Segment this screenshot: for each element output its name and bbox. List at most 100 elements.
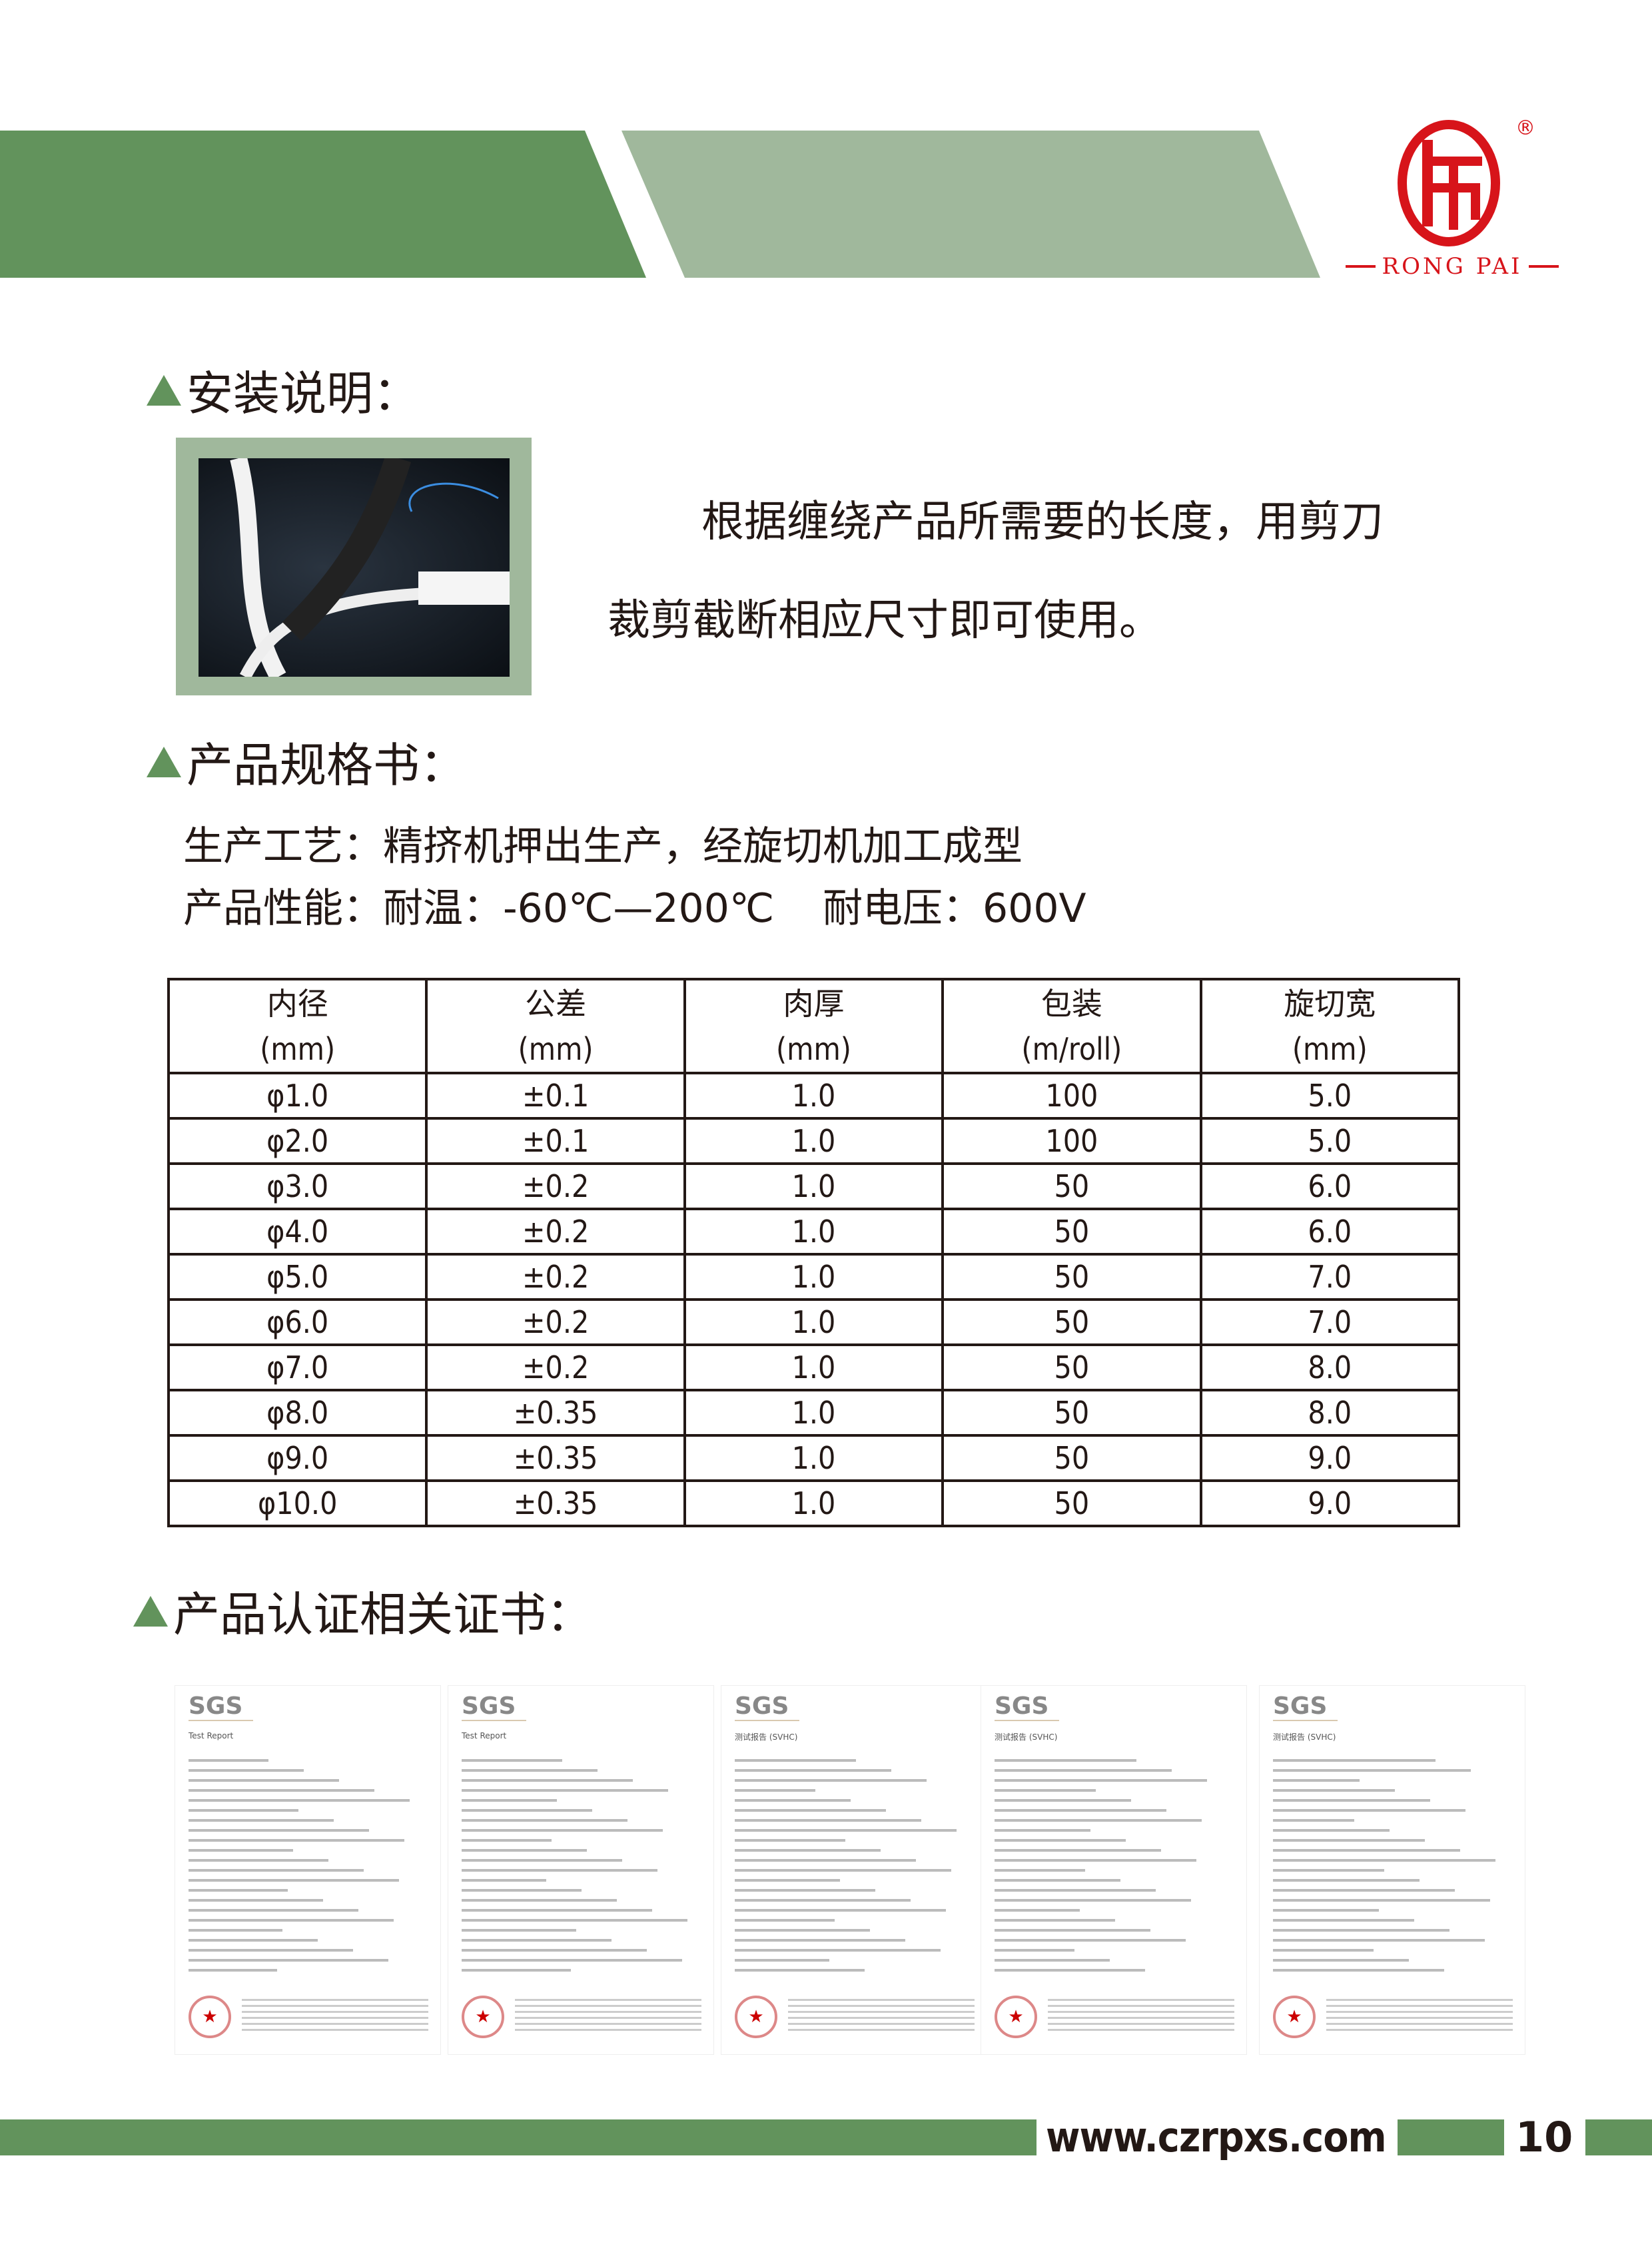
- certificate-title: 测试报告 (SVHC): [995, 1732, 1058, 1742]
- table-cell: ±0.2: [425, 1343, 686, 1391]
- table-cell: 1.0: [683, 1434, 945, 1482]
- table-row: φ10.0 ±0.35 1.0 50 9.0: [167, 1479, 1461, 1527]
- certificate-title: Test Report: [462, 1731, 507, 1740]
- column-header: 包装 (m/roll): [941, 978, 1202, 1074]
- table-cell: φ4.0: [167, 1208, 428, 1256]
- table-cell: 1.0: [683, 1343, 945, 1391]
- install-text-line2: 裁剪截断相应尺寸即可使用。: [608, 596, 1162, 645]
- registered-mark: ®: [1515, 117, 1535, 140]
- table-row: φ7.0 ±0.2 1.0 50 8.0: [167, 1343, 1461, 1391]
- table-cell: 5.0: [1199, 1117, 1461, 1165]
- install-section-title: 安装说明：: [147, 356, 420, 424]
- cert-section-title: 产品认证相关证书：: [133, 1577, 593, 1645]
- table-cell: 50: [941, 1298, 1202, 1346]
- table-cell: 50: [941, 1253, 1202, 1301]
- table-row: φ9.0 ±0.35 1.0 50 9.0: [167, 1434, 1461, 1482]
- triangle-icon: [147, 374, 181, 406]
- column-header: 肉厚 (mm): [683, 978, 945, 1074]
- table-cell: ±0.2: [425, 1162, 686, 1210]
- column-header: 公差 (mm): [425, 978, 686, 1074]
- table-cell: ±0.35: [425, 1479, 686, 1527]
- voltage-text: 耐电压：600V: [823, 885, 1086, 932]
- table-cell: 1.0: [683, 1117, 945, 1165]
- table-cell: 50: [941, 1389, 1202, 1437]
- category-banner: [0, 131, 646, 278]
- table-cell: φ10.0: [167, 1479, 428, 1527]
- category-title: 电子电气行业: [133, 38, 526, 109]
- table-cell: ±0.1: [425, 1072, 686, 1120]
- table-cell: 50: [941, 1162, 1202, 1210]
- table-cell: 100: [941, 1072, 1202, 1120]
- sgs-logo: SGS: [995, 1693, 1060, 1721]
- product-banner: [621, 131, 1320, 278]
- rongpai-logo: ®: [1386, 117, 1535, 250]
- table-cell: ±0.35: [425, 1434, 686, 1482]
- table-cell: 9.0: [1199, 1479, 1461, 1527]
- certificate-page[interactable]: SGS Test Report ★: [175, 1685, 441, 2055]
- table-cell: 1.0: [683, 1162, 945, 1210]
- sgs-logo: SGS: [1273, 1693, 1338, 1721]
- table-cell: ±0.2: [425, 1208, 686, 1256]
- table-row: φ6.0 ±0.2 1.0 50 7.0: [167, 1298, 1461, 1346]
- install-text-line1: 根据缠绕产品所需要的长度，用剪刀: [701, 498, 1384, 547]
- sgs-logo: SGS: [189, 1693, 254, 1721]
- table-cell: φ7.0: [167, 1343, 428, 1391]
- table-cell: 7.0: [1199, 1253, 1461, 1301]
- performance-text: 产品性能：耐温：-60℃—200℃: [183, 885, 775, 932]
- table-cell: 9.0: [1199, 1434, 1461, 1482]
- triangle-icon: [133, 1595, 168, 1627]
- table-cell: 5.0: [1199, 1072, 1461, 1120]
- table-row: φ5.0 ±0.2 1.0 50 7.0: [167, 1253, 1461, 1301]
- table-cell: 1.0: [683, 1072, 945, 1120]
- process-text: 生产工艺：精挤机押出生产，经旋切机加工成型: [183, 823, 1023, 870]
- spec-table: 内径 (mm) 公差 (mm) 肉厚 (mm) 包装 (m/roll) 旋切宽 (mm) φ1.0…: [167, 978, 1461, 1527]
- table-cell: φ9.0: [167, 1434, 428, 1482]
- certificate-page[interactable]: SGS Test Report ★: [448, 1685, 714, 2055]
- table-row: φ8.0 ±0.35 1.0 50 8.0: [167, 1389, 1461, 1437]
- stamp-icon: ★: [735, 1996, 777, 2038]
- sgs-logo: SGS: [735, 1693, 800, 1721]
- certificate-title: 测试报告 (SVHC): [1273, 1732, 1336, 1742]
- table-cell: φ8.0: [167, 1389, 428, 1437]
- table-row: φ4.0 ±0.2 1.0 50 6.0: [167, 1208, 1461, 1256]
- certificate-page[interactable]: SGS 测试报告 (SVHC) ★: [981, 1685, 1247, 2055]
- table-cell: 1.0: [683, 1479, 945, 1527]
- certificate-page[interactable]: SGS 测试报告 (SVHC) ★: [721, 1685, 987, 2055]
- table-cell: 8.0: [1199, 1389, 1461, 1437]
- table-row: φ2.0 ±0.1 1.0 100 5.0: [167, 1117, 1461, 1165]
- table-cell: 7.0: [1199, 1298, 1461, 1346]
- column-header: 旋切宽 (mm): [1199, 978, 1461, 1074]
- table-cell: φ6.0: [167, 1298, 428, 1346]
- certificate-page[interactable]: SGS 测试报告 (SVHC) ★: [1259, 1685, 1525, 2055]
- table-cell: 6.0: [1199, 1162, 1461, 1210]
- table-cell: φ5.0: [167, 1253, 428, 1301]
- table-cell: 1.0: [683, 1253, 945, 1301]
- sgs-logo: SGS: [462, 1693, 527, 1721]
- stamp-icon: ★: [189, 1996, 231, 2038]
- table-row: φ3.0 ±0.2 1.0 50 6.0: [167, 1162, 1461, 1210]
- table-cell: φ1.0: [167, 1072, 428, 1120]
- table-cell: 1.0: [683, 1298, 945, 1346]
- footer-bar: [0, 2119, 1036, 2155]
- table-cell: 8.0: [1199, 1343, 1461, 1391]
- table-header-row: 内径 (mm) 公差 (mm) 肉厚 (mm) 包装 (m/roll) 旋切宽 (mm): [167, 978, 1461, 1074]
- logo-wordmark: RONG PAI: [1346, 253, 1559, 280]
- stamp-icon: ★: [462, 1996, 504, 2038]
- install-photo: [176, 438, 532, 695]
- table-cell: 1.0: [683, 1208, 945, 1256]
- table-cell: 50: [941, 1208, 1202, 1256]
- product-title: 硅胶缠绕管: [813, 38, 1140, 109]
- column-header: 内径 (mm): [167, 978, 428, 1074]
- table-cell: 50: [941, 1479, 1202, 1527]
- table-row: φ1.0 ±0.1 1.0 100 5.0: [167, 1072, 1461, 1120]
- table-cell: ±0.1: [425, 1117, 686, 1165]
- table-cell: 6.0: [1199, 1208, 1461, 1256]
- footer-block-end: [1585, 2119, 1652, 2155]
- certificate-title: 测试报告 (SVHC): [735, 1732, 798, 1742]
- certificate-title: Test Report: [189, 1731, 234, 1740]
- table-cell: ±0.35: [425, 1389, 686, 1437]
- table-cell: φ2.0: [167, 1117, 428, 1165]
- cable-photo: [199, 458, 510, 677]
- stamp-icon: ★: [1273, 1996, 1316, 2038]
- website-link[interactable]: www.czrpxs.com: [1046, 2113, 1387, 2161]
